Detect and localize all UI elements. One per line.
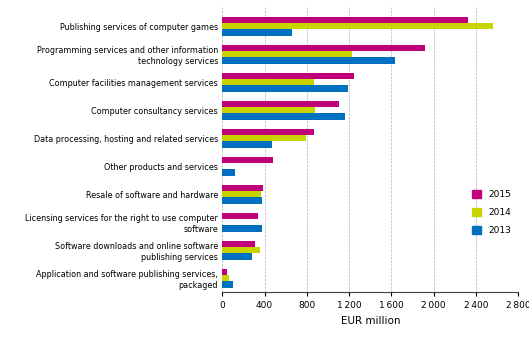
Bar xyxy=(222,213,258,219)
Bar xyxy=(222,247,260,254)
Bar xyxy=(222,185,263,191)
Bar xyxy=(222,282,233,288)
Bar xyxy=(222,73,354,79)
Bar xyxy=(222,157,273,163)
Bar xyxy=(222,254,252,260)
Bar xyxy=(222,85,348,92)
Bar xyxy=(222,107,315,114)
Bar xyxy=(222,57,395,64)
Bar xyxy=(222,198,262,204)
Bar xyxy=(222,169,235,176)
Bar xyxy=(222,135,306,141)
Bar xyxy=(222,141,272,148)
X-axis label: EUR million: EUR million xyxy=(341,316,400,326)
Bar xyxy=(222,225,262,232)
Bar xyxy=(222,45,425,51)
Bar xyxy=(222,275,229,282)
Legend: 2015, 2014, 2013: 2015, 2014, 2013 xyxy=(469,187,514,238)
Bar xyxy=(222,129,314,135)
Bar xyxy=(222,269,227,275)
Bar xyxy=(222,79,314,85)
Bar xyxy=(222,23,493,30)
Bar xyxy=(222,241,255,247)
Bar xyxy=(222,114,345,120)
Bar xyxy=(222,191,261,198)
Bar xyxy=(222,101,339,107)
Bar xyxy=(222,51,352,57)
Bar xyxy=(222,30,292,36)
Bar xyxy=(222,17,468,23)
